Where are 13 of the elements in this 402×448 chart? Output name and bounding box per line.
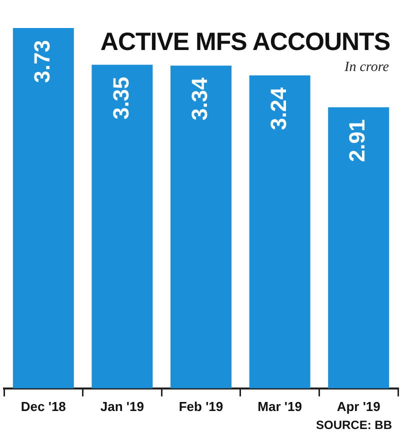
data-label: 3.34 — [187, 76, 212, 121]
data-label: 3.73 — [29, 40, 54, 83]
data-label: 3.35 — [108, 76, 134, 120]
source-note: SOURCE: BB — [316, 418, 392, 432]
x-tick-label: Mar '19 — [258, 398, 302, 414]
text: In crore — [342, 60, 392, 76]
chart-title: ACTIVE MFS ACCOUNTS — [96, 28, 394, 57]
x-tick-label: Dec '18 — [20, 398, 66, 414]
data-label: 2.91 — [344, 119, 370, 162]
data-label: 3.24 — [266, 86, 291, 130]
x-tick-label: Feb '19 — [178, 398, 224, 414]
x-tick-label: Apr '19 — [336, 398, 380, 414]
x-tick-label: Jan '19 — [100, 398, 144, 414]
